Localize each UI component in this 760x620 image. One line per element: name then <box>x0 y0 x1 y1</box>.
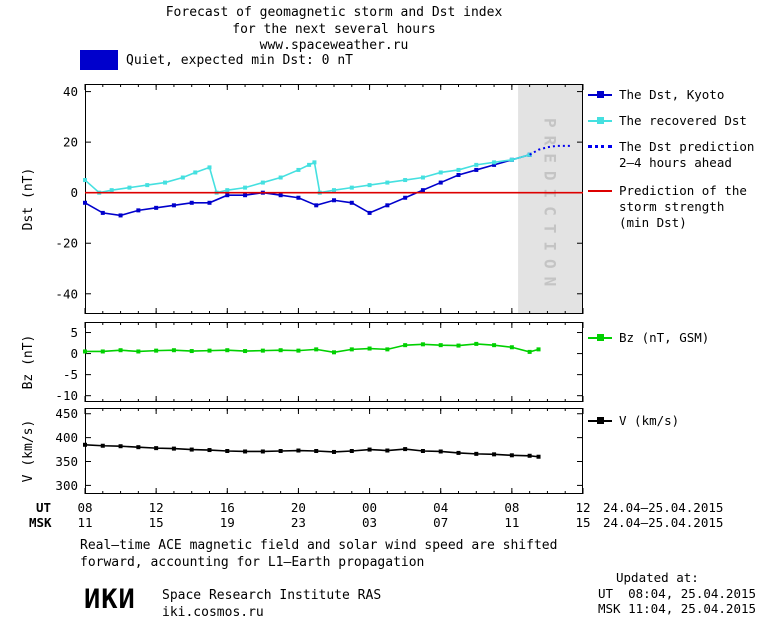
msk-axis-label: MSK <box>29 515 52 530</box>
ut-hour-label: 08 <box>77 500 93 515</box>
ut-hour-label: 20 <box>290 500 306 515</box>
svg-text:400: 400 <box>55 430 78 445</box>
msk-hour-label: 07 <box>433 515 449 530</box>
legend-bz: Bz (nT, GSM) <box>588 331 709 345</box>
title-line-2: for the next several hours <box>232 21 436 37</box>
legend-storm-strength-label-3: (min Dst) <box>619 215 687 230</box>
legend-dst-kyoto-label: The Dst, Kyoto <box>619 87 725 102</box>
propagation-note: Real–time ACE magnetic field and solar w… <box>80 538 557 571</box>
legend-recovered-dst: The recovered Dst <box>588 114 747 128</box>
ut-date-range: 24.04–25.04.2015 <box>603 500 724 515</box>
legend-recovered-dst-label: The recovered Dst <box>619 113 747 128</box>
svg-text:300: 300 <box>55 478 78 493</box>
dst-chart: PREDICTION 40 20 0 -20 -40 Dst (nT) <box>21 84 584 314</box>
legend-bz-label: Bz (nT, GSM) <box>619 330 710 345</box>
recovered-line-marker <box>588 115 612 127</box>
ut-hour-label: 08 <box>504 500 520 515</box>
ut-axis-label: UT <box>36 500 52 515</box>
note-line-2: forward, accounting for L1–Earth propaga… <box>80 554 425 570</box>
legend-v-label: V (km/s) <box>619 413 680 428</box>
page-title: Forecast of geomagnetic storm and Dst in… <box>0 5 668 55</box>
legend-dst-kyoto: The Dst, Kyoto <box>588 88 724 102</box>
msk-hour-label: 11 <box>504 515 520 530</box>
svg-text:0: 0 <box>70 346 78 361</box>
svg-text:350: 350 <box>55 454 78 469</box>
prediction-dotted-line-marker <box>588 141 612 153</box>
quiet-status-swatch <box>80 50 118 70</box>
legend-storm-strength: Prediction of the <box>588 184 747 198</box>
v-chart: 450 400 350 300 V (km/s) <box>21 406 584 494</box>
kyoto-line-marker <box>588 89 612 101</box>
note-line-1: Real–time ACE magnetic field and solar w… <box>80 538 558 553</box>
legend-v: V (km/s) <box>588 414 679 428</box>
svg-text:-20: -20 <box>55 236 78 251</box>
bz-line-marker <box>588 332 612 344</box>
title-line-3: www.spaceweather.ru <box>259 38 409 53</box>
ut-hours-row: UT 08 12 16 20 00 04 08 12 <box>0 500 640 516</box>
iki-logo: ИКИ <box>84 584 136 615</box>
svg-text:PREDICTION: PREDICTION <box>541 118 560 294</box>
ut-hour-label: 16 <box>219 500 235 515</box>
quiet-status-label: Quiet, expected min Dst: 0 nT <box>126 53 353 68</box>
msk-hour-label: 23 <box>290 515 306 530</box>
institute-site: iki.cosmos.ru <box>162 605 264 620</box>
legend-dst-prediction-label-1: The Dst prediction <box>619 139 755 154</box>
updated-block: Updated at: UT 08:04, 25.04.2015 MSK 11:… <box>598 570 756 617</box>
svg-text:450: 450 <box>55 406 78 421</box>
svg-text:-5: -5 <box>63 367 78 382</box>
svg-text:-10: -10 <box>55 388 78 403</box>
legend-storm-strength-label-2: storm strength <box>619 199 725 214</box>
msk-hour-label: 03 <box>362 515 378 530</box>
svg-text:Dst (nT): Dst (nT) <box>21 168 36 231</box>
ut-hour-label: 00 <box>362 500 378 515</box>
svg-text:20: 20 <box>63 135 78 150</box>
ut-hour-label: 12 <box>575 500 591 515</box>
svg-text:5: 5 <box>70 325 78 340</box>
msk-hours-row: MSK 11 15 19 23 03 07 11 15 <box>0 515 640 531</box>
legend-storm-strength-label-1: Prediction of the <box>619 183 747 198</box>
institute-name: Space Research Institute RAS <box>162 588 382 603</box>
svg-text:V (km/s): V (km/s) <box>21 420 36 483</box>
svg-text:0: 0 <box>70 185 78 200</box>
ut-hour-label: 12 <box>148 500 164 515</box>
msk-hour-label: 11 <box>77 515 93 530</box>
legend-dst-prediction: The Dst prediction <box>588 140 754 154</box>
v-line-marker <box>588 415 612 427</box>
svg-text:Bz (nT): Bz (nT) <box>21 335 36 390</box>
bz-chart: 5 0 -5 -10 Bz (nT) <box>21 322 584 403</box>
legend-dst-prediction-label-2: 2–4 hours ahead <box>619 155 732 170</box>
updated-msk: MSK 11:04, 25.04.2015 <box>598 601 757 616</box>
msk-hour-label: 19 <box>219 515 235 530</box>
msk-hour-label: 15 <box>148 515 164 530</box>
storm-line-marker <box>588 185 612 197</box>
updated-ut: UT 08:04, 25.04.2015 <box>598 585 757 601</box>
title-line-1: Forecast of geomagnetic storm and Dst in… <box>165 5 503 20</box>
ut-hour-label: 04 <box>433 500 449 515</box>
msk-date-range: 24.04–25.04.2015 <box>603 515 724 530</box>
svg-text:-40: -40 <box>55 286 78 301</box>
msk-hour-label: 15 <box>575 515 591 530</box>
svg-text:40: 40 <box>63 84 78 99</box>
updated-label: Updated at: <box>616 570 699 585</box>
